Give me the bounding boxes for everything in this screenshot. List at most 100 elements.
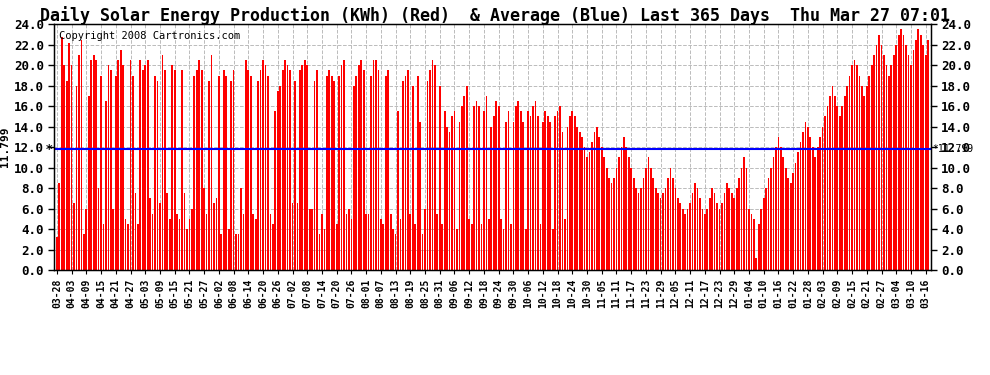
Bar [135, 193, 137, 270]
Bar [128, 224, 129, 270]
Bar [103, 224, 104, 270]
Bar [132, 75, 134, 270]
Bar [559, 106, 561, 270]
Bar [913, 50, 915, 270]
Bar [400, 219, 401, 270]
Bar [269, 214, 271, 270]
Bar [311, 209, 313, 270]
Bar [510, 224, 512, 270]
Bar [925, 55, 927, 270]
Bar [623, 137, 625, 270]
Bar [608, 178, 610, 270]
Bar [228, 229, 230, 270]
Bar [206, 214, 208, 270]
Bar [360, 60, 362, 270]
Bar [829, 96, 831, 270]
Bar [336, 224, 338, 270]
Bar [355, 75, 357, 270]
Bar [262, 60, 264, 270]
Bar [90, 60, 92, 270]
Bar [304, 60, 306, 270]
Bar [883, 55, 885, 270]
Bar [611, 183, 613, 270]
Bar [564, 219, 565, 270]
Bar [257, 81, 259, 270]
Bar [763, 198, 764, 270]
Bar [277, 91, 278, 270]
Bar [839, 117, 841, 270]
Bar [108, 65, 109, 270]
Bar [704, 214, 706, 270]
Bar [123, 65, 124, 270]
Bar [881, 45, 882, 270]
Bar [866, 86, 867, 270]
Bar [466, 86, 467, 270]
Bar [88, 96, 90, 270]
Bar [319, 234, 321, 270]
Bar [594, 132, 595, 270]
Bar [385, 75, 387, 270]
Bar [667, 178, 669, 270]
Bar [908, 55, 910, 270]
Bar [743, 158, 744, 270]
Bar [616, 168, 618, 270]
Bar [448, 132, 450, 270]
Bar [140, 60, 142, 270]
Bar [80, 40, 82, 270]
Bar [226, 75, 227, 270]
Bar [110, 70, 112, 270]
Bar [566, 127, 568, 270]
Bar [898, 34, 900, 270]
Bar [339, 75, 340, 270]
Bar [750, 214, 752, 270]
Bar [458, 122, 460, 270]
Bar [147, 60, 148, 270]
Bar [461, 106, 462, 270]
Bar [687, 209, 688, 270]
Bar [822, 127, 824, 270]
Bar [282, 70, 283, 270]
Text: *11.799: *11.799 [933, 144, 973, 154]
Bar [734, 198, 736, 270]
Bar [468, 219, 470, 270]
Bar [395, 234, 396, 270]
Bar [503, 229, 505, 270]
Bar [142, 70, 144, 270]
Bar [115, 75, 117, 270]
Bar [201, 70, 203, 270]
Bar [843, 96, 845, 270]
Bar [724, 193, 726, 270]
Bar [518, 101, 519, 270]
Bar [264, 65, 266, 270]
Bar [923, 45, 924, 270]
Bar [596, 127, 598, 270]
Bar [871, 65, 872, 270]
Bar [95, 60, 97, 270]
Bar [362, 70, 364, 270]
Bar [817, 147, 819, 270]
Bar [694, 183, 696, 270]
Bar [145, 65, 147, 270]
Bar [918, 30, 919, 270]
Bar [410, 214, 411, 270]
Bar [591, 142, 593, 270]
Bar [692, 193, 693, 270]
Bar [130, 60, 132, 270]
Bar [549, 122, 551, 270]
Bar [662, 193, 664, 270]
Bar [868, 75, 870, 270]
Bar [353, 86, 354, 270]
Bar [546, 117, 548, 270]
Bar [613, 178, 615, 270]
Bar [530, 117, 532, 270]
Bar [429, 70, 431, 270]
Bar [218, 75, 220, 270]
Bar [380, 219, 382, 270]
Bar [551, 229, 553, 270]
Bar [191, 209, 193, 270]
Bar [520, 111, 522, 270]
Bar [415, 224, 416, 270]
Bar [292, 204, 293, 270]
Bar [75, 86, 77, 270]
Bar [842, 106, 843, 270]
